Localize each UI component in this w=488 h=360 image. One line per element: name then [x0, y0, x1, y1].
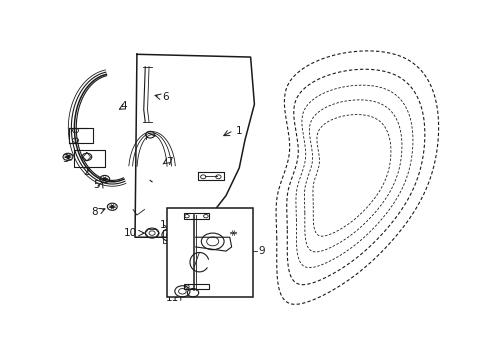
Text: 11: 11: [165, 293, 178, 303]
Text: 2: 2: [83, 167, 90, 177]
Bar: [167, 208, 252, 297]
Circle shape: [110, 205, 114, 208]
Text: 3: 3: [62, 154, 68, 164]
Text: 9: 9: [258, 246, 264, 256]
Bar: [184, 213, 208, 219]
Text: 8: 8: [91, 207, 98, 217]
Text: 10: 10: [123, 228, 137, 238]
Text: 7: 7: [166, 157, 173, 167]
Circle shape: [102, 177, 106, 180]
Text: 5: 5: [93, 180, 100, 190]
Bar: [184, 284, 208, 289]
Text: 12: 12: [160, 220, 173, 230]
Circle shape: [66, 156, 70, 158]
Text: 6: 6: [163, 92, 169, 102]
Text: 4: 4: [120, 100, 127, 111]
Circle shape: [231, 231, 235, 234]
Text: 1: 1: [235, 126, 242, 135]
